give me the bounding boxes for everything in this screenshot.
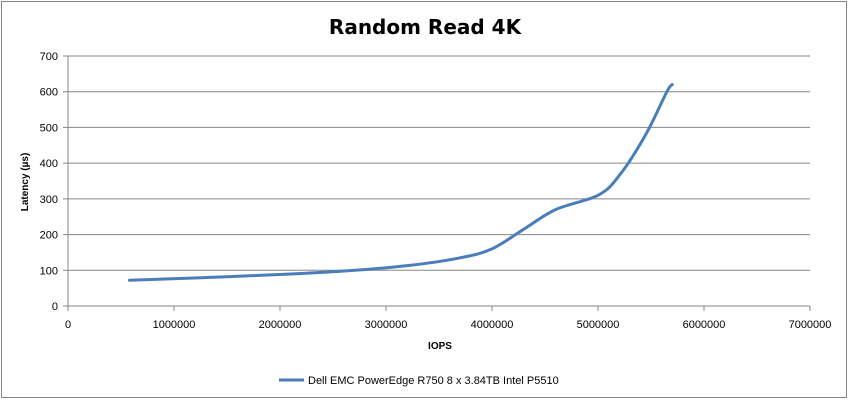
x-tick-label: 7000000 xyxy=(789,319,832,331)
x-tick-label: 4000000 xyxy=(471,319,514,331)
series-line-0 xyxy=(128,83,674,282)
legend: Dell EMC PowerEdge R750 8 x 3.84TB Intel… xyxy=(279,375,559,387)
x-tick-label: 3000000 xyxy=(365,319,408,331)
x-tick-label: 6000000 xyxy=(683,319,726,331)
x-axis-ticks: 0 1000000 2000000 3000000 4000000 5000000 6000… xyxy=(65,306,831,331)
x-tick-label: 2000000 xyxy=(259,319,302,331)
y-axis-label: Latency (µs) xyxy=(20,153,31,212)
axes xyxy=(67,56,810,307)
y-tick-label: 500 xyxy=(40,122,58,134)
grid-lines xyxy=(68,55,810,271)
y-tick-label: 400 xyxy=(40,158,58,170)
y-tick-label: 100 xyxy=(40,265,58,277)
series-group xyxy=(128,83,674,282)
x-tick-label: 5000000 xyxy=(577,319,620,331)
y-tick-label: 200 xyxy=(40,230,58,242)
y-axis-ticks: 0 100 200 300 400 500 600 700 xyxy=(40,51,68,313)
x-tick-label: 1000000 xyxy=(153,319,196,331)
legend-label: Dell EMC PowerEdge R750 8 x 3.84TB Intel… xyxy=(308,375,559,387)
y-tick-label: 700 xyxy=(40,51,58,63)
x-tick-label: 0 xyxy=(65,319,71,331)
y-tick-label: 300 xyxy=(40,194,58,206)
x-axis-label: IOPS xyxy=(428,341,452,352)
chart-title: Random Read 4K xyxy=(329,15,523,39)
y-tick-label: 0 xyxy=(52,301,58,313)
y-tick-label: 600 xyxy=(40,87,58,99)
